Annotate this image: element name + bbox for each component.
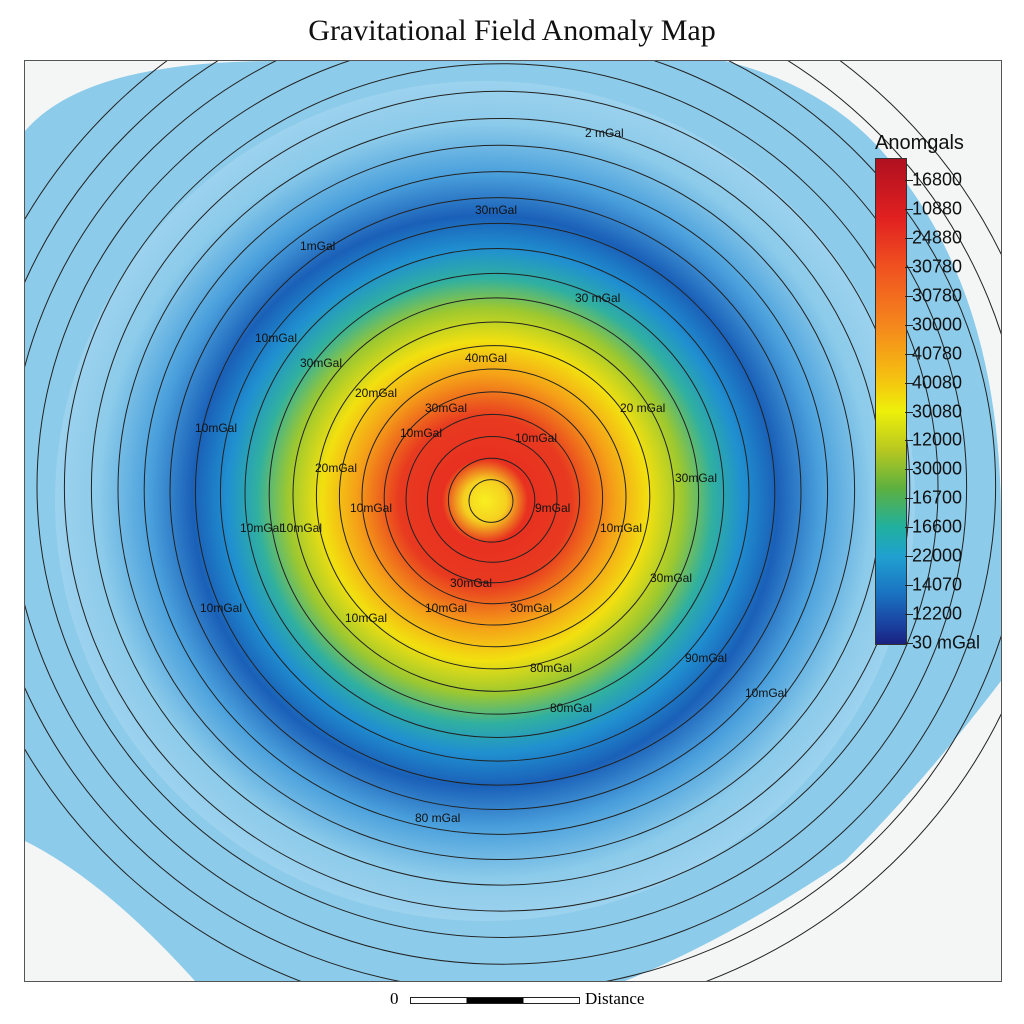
contour-line <box>63 63 939 912</box>
contour-label: 30mGal <box>475 203 518 217</box>
contour-label: 30mGal <box>425 401 468 415</box>
legend-tick <box>905 614 913 616</box>
legend-tick-label: 16700 <box>912 487 963 508</box>
legend-tick <box>905 440 913 442</box>
contour-label: 20mGal <box>315 461 358 475</box>
legend-tick <box>905 237 913 239</box>
contour-line <box>315 321 675 670</box>
legend-tick <box>905 556 913 558</box>
contour-label: 20 mGal <box>620 401 666 415</box>
contour-line <box>426 436 558 563</box>
contour-label: 10mGal <box>195 421 238 435</box>
contour-line <box>194 197 802 786</box>
scale-bar-graphic <box>410 997 580 1004</box>
legend-colorbar <box>875 158 907 645</box>
contour-label: 30mGal <box>450 576 493 590</box>
legend-tick <box>905 469 913 471</box>
contour-line <box>169 171 829 811</box>
contour-label: 1mGal <box>300 239 336 253</box>
legend-tick-label: 40080 <box>912 372 963 393</box>
legend-tick-label: 16800 <box>912 169 963 190</box>
contour-line <box>25 61 996 965</box>
legend-tick <box>905 527 913 529</box>
contour-label: 90mGal <box>685 651 728 665</box>
contour-label: 10mGal <box>350 501 393 515</box>
contour-line <box>405 413 581 584</box>
contour-line <box>383 391 604 605</box>
contour-line <box>219 222 776 762</box>
contour-line <box>292 297 700 692</box>
contour-label: 80 mGal <box>415 811 461 825</box>
contour-line <box>361 368 627 626</box>
contour-label: 30mGal <box>510 601 553 615</box>
map-title: Gravitational Field Anomaly Map <box>308 14 716 47</box>
contour-label: 10mGal <box>200 601 243 615</box>
contour-label: 80mGal <box>530 661 573 675</box>
legend-tick <box>905 266 913 268</box>
contour-label: 10mGal <box>745 686 788 700</box>
contour-line <box>268 272 725 715</box>
legend-tick-label: 16600 <box>912 516 963 537</box>
legend-tick <box>905 585 913 587</box>
scale-distance-label: Distance <box>585 989 645 1008</box>
contour-label: 9mGal <box>535 501 571 515</box>
legend-tick-label: 40780 <box>912 343 963 364</box>
legend-tick-label: 14070 <box>912 574 963 595</box>
contour-line <box>36 61 967 938</box>
contour-line <box>447 457 536 543</box>
anomaly-map: 2 mGal 30mGal 1mGal 30 mGal 10mGal 30mGal 40mG… <box>24 60 1002 982</box>
legend-tick <box>905 324 913 326</box>
contour-label: 30mGal <box>675 471 718 485</box>
legend-tick-label: 22000 <box>912 545 963 566</box>
contour-label: 40mGal <box>465 351 508 365</box>
contour-label: 30mGal <box>300 356 343 370</box>
legend-tick-label: 30780 <box>912 285 963 306</box>
contour-lines <box>25 61 1001 981</box>
legend-tick-label: 12000 <box>912 429 963 450</box>
contour-label: 10mGal <box>280 521 323 535</box>
contour-label: 10mGal <box>345 611 388 625</box>
legend-tick <box>905 208 913 210</box>
contour-label: 10mGal <box>255 331 298 345</box>
legend-tick-label: 30780 <box>912 256 963 277</box>
contour-label: 20mGal <box>355 386 398 400</box>
contour-label: 10mGal <box>600 521 643 535</box>
legend-tick <box>905 411 913 413</box>
contour-label: 10mGal <box>240 521 283 535</box>
anomaly-field <box>25 61 1001 981</box>
legend-tick-label: 12200 <box>912 603 963 624</box>
scale-bar: 0 Distance <box>390 989 660 1010</box>
contour-label: 2 mGal <box>585 126 624 140</box>
legend-tick-label: 24880 <box>912 227 963 248</box>
contour-line <box>244 248 750 738</box>
contour-label: 80mGal <box>550 701 593 715</box>
contour-label: 10mGal <box>400 426 443 440</box>
contour-line <box>468 479 514 523</box>
contour-line <box>90 90 911 886</box>
legend-tick-label: 30 mGal <box>912 632 981 653</box>
legend-tick <box>905 295 913 297</box>
legend-tick-label: 30000 <box>912 314 963 335</box>
contour-line <box>338 345 651 648</box>
legend-tick <box>905 353 913 355</box>
legend-tick <box>905 180 913 181</box>
legend-title: Anomgals <box>875 132 964 154</box>
legend-tick <box>905 382 913 384</box>
scale-zero-label: 0 <box>390 989 399 1008</box>
contour-label: 10mGal <box>425 601 468 615</box>
legend-tick-label: 10880 <box>912 198 963 219</box>
contour-line <box>143 144 856 835</box>
legend-tick <box>905 643 913 644</box>
legend-tick <box>905 498 913 500</box>
legend-tick-label: 30080 <box>912 401 963 421</box>
legend-tick-label: 30000 <box>912 458 963 479</box>
color-legend: Anomgals 16800 10880 24880 30780 30780 30000 4… <box>850 130 1000 660</box>
contour-label: 10mGal <box>515 431 558 445</box>
contour-label: 30mGal <box>650 571 693 585</box>
contour-label: 30 mGal <box>575 291 621 305</box>
